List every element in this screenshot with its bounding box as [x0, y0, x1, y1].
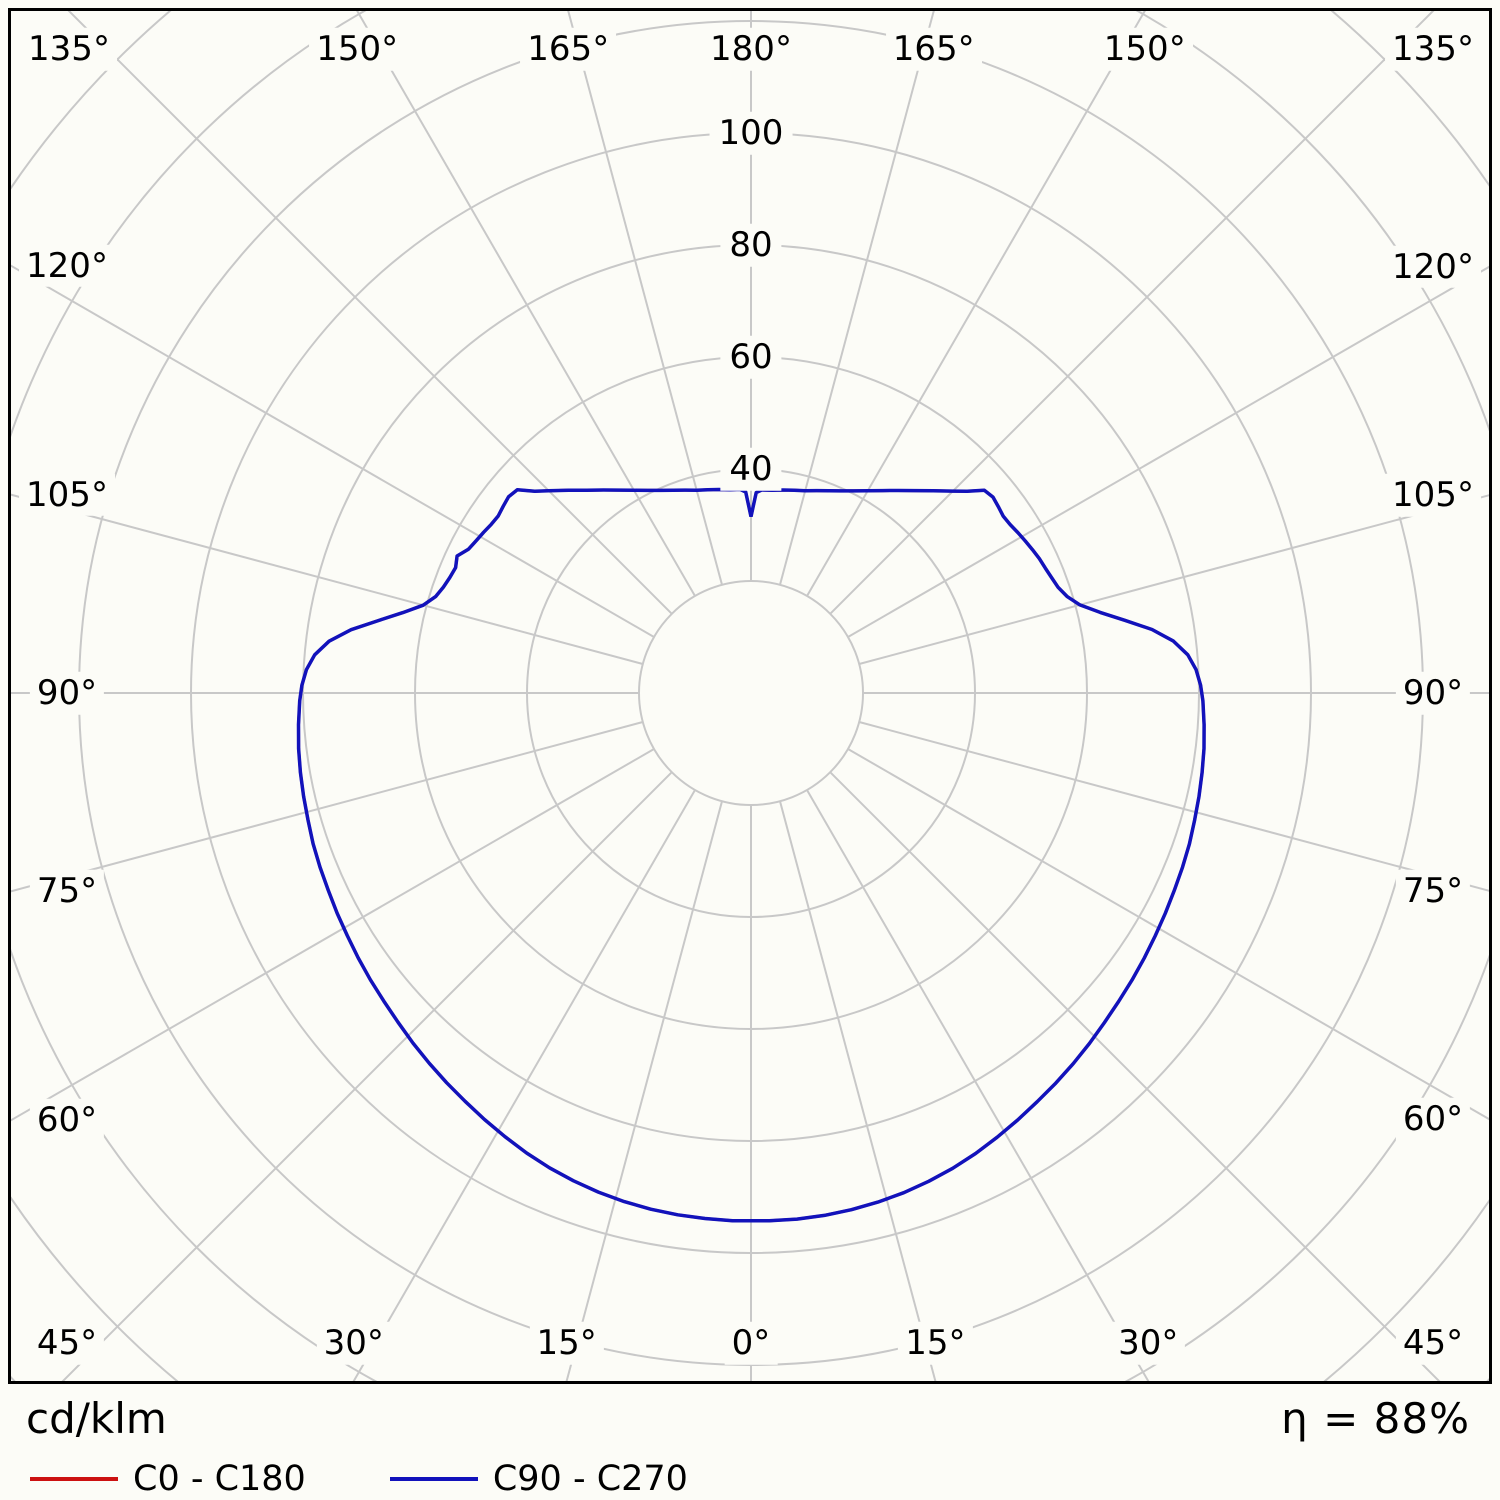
grid-spoke [67, 11, 673, 615]
angle-label: 165° [885, 27, 982, 71]
diagram-footer: cd/klm η = 88% C0 - C180 C90 - C270 [0, 1384, 1500, 1499]
legend-item: C0 - C180 [30, 1459, 306, 1499]
grid-ring [638, 580, 864, 806]
angle-label: 60° [1395, 1097, 1471, 1141]
grid-spoke [11, 264, 655, 638]
grid-spoke [847, 265, 1489, 638]
grid-spoke [829, 771, 1441, 1381]
grid-spoke [829, 11, 1435, 615]
angle-label: 0° [724, 1321, 778, 1365]
efficiency-label: η = 88% [1281, 1394, 1470, 1443]
angle-label: 15° [529, 1321, 604, 1365]
legend-line-swatch [389, 1477, 478, 1481]
grid-spoke [847, 748, 1489, 1121]
legend-item: C90 - C270 [389, 1459, 688, 1499]
angle-label: 135° [21, 27, 117, 71]
angle-label: 150° [309, 27, 406, 71]
grid-spoke [779, 800, 937, 1381]
polar-plot-frame: 0° 15° 15° 30° 30° 45° 45° 60° 60° 75° 75° 90° 90° 10… [8, 8, 1492, 1384]
polar-grid [11, 11, 1489, 1381]
angle-label: 30° [316, 1321, 391, 1365]
angle-label: 75° [29, 870, 105, 913]
grid-spoke [779, 11, 935, 586]
angle-label: 120° [19, 244, 115, 287]
radial-tick-label: 80 [720, 223, 782, 267]
angle-label: 120° [1385, 245, 1481, 289]
unit-label: cd/klm [26, 1394, 167, 1443]
grid-spoke [565, 800, 723, 1381]
angle-label: 90° [29, 671, 105, 715]
grid-spoke [806, 789, 1150, 1381]
curve-c90-c270 [296, 487, 1206, 1223]
angle-label: 180° [703, 27, 799, 71]
grid-spoke [806, 11, 1146, 597]
angle-label: 45° [1395, 1321, 1471, 1365]
grid-spoke [11, 748, 655, 1122]
angle-label: 165° [520, 27, 617, 71]
legend-label: C90 - C270 [492, 1459, 688, 1499]
angle-label: 105° [19, 473, 115, 516]
legend-line-swatch [30, 1477, 118, 1481]
grid-spoke [858, 721, 1489, 892]
angle-label: 15° [898, 1321, 973, 1365]
grid-spoke [11, 721, 644, 893]
radial-tick-label: 60 [720, 335, 782, 379]
grid-spoke [356, 11, 696, 597]
grid-spoke [352, 789, 696, 1381]
angle-label: 90° [1395, 671, 1471, 715]
angle-label: 135° [1385, 27, 1481, 71]
footer-top-row: cd/klm η = 88% [0, 1384, 1500, 1443]
angle-label: 75° [1395, 869, 1471, 912]
grid-spoke [61, 771, 673, 1381]
legend-label: C0 - C180 [133, 1459, 306, 1499]
legend: C0 - C180 C90 - C270 [0, 1443, 1500, 1499]
angle-label: 105° [1385, 474, 1481, 517]
radial-tick-label: 100 [709, 111, 793, 155]
grid-spoke [11, 493, 644, 665]
grid-spoke [567, 11, 723, 586]
angle-label: 45° [29, 1321, 105, 1365]
grid-spoke [858, 494, 1489, 665]
angle-label: 150° [1096, 27, 1193, 71]
angle-label: 30° [1111, 1321, 1186, 1365]
angle-label: 60° [29, 1098, 105, 1142]
polar-grid-svg [11, 11, 1489, 1381]
radial-tick-label: 40 [720, 447, 782, 491]
